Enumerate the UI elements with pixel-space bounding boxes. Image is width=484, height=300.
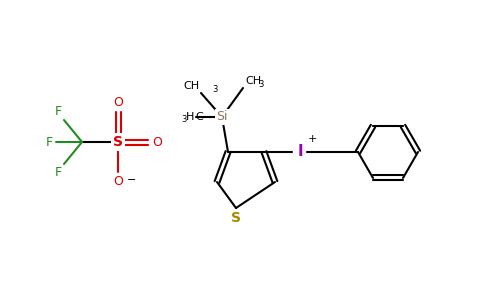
Text: 3: 3	[258, 80, 263, 89]
Text: CH: CH	[183, 81, 199, 91]
Text: 3: 3	[212, 85, 217, 94]
Text: 3: 3	[182, 116, 187, 124]
Text: CH: CH	[245, 76, 261, 86]
Text: Si: Si	[216, 110, 228, 124]
Text: S: S	[231, 211, 241, 225]
Text: C: C	[195, 112, 203, 122]
Text: H: H	[186, 112, 194, 122]
Text: F: F	[46, 136, 53, 148]
Text: F: F	[55, 166, 62, 179]
Text: +: +	[308, 134, 318, 144]
Text: O: O	[113, 175, 123, 188]
Text: O: O	[113, 96, 123, 109]
Text: I: I	[297, 145, 303, 160]
Text: F: F	[55, 105, 62, 118]
Text: S: S	[113, 135, 123, 149]
Text: O: O	[152, 136, 162, 148]
Text: −: −	[127, 175, 136, 185]
